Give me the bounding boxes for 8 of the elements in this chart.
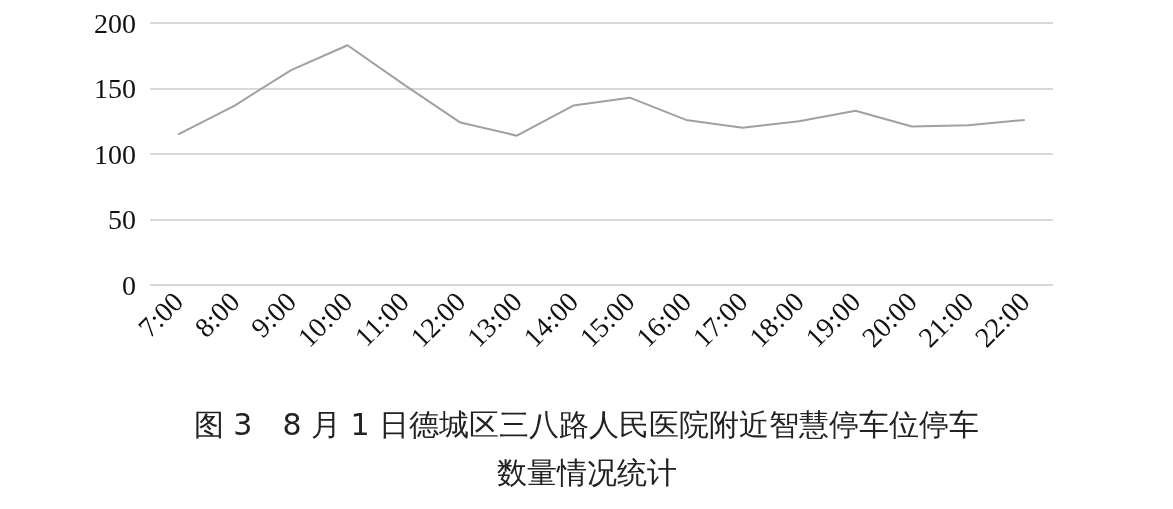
y-tick-label: 0 (122, 269, 136, 301)
y-tick-label: 50 (108, 204, 136, 235)
y-tick-label: 150 (94, 73, 136, 104)
line-series (177, 44, 1026, 137)
y-tick-label: 100 (94, 138, 136, 170)
x-tick-label: 8:00 (188, 286, 246, 344)
text: 图 3 8 月 1 日德城区三八路人民医院附近智慧停车位停车数量情况统计 (193, 406, 980, 490)
y-tick-label: 200 (94, 7, 136, 39)
